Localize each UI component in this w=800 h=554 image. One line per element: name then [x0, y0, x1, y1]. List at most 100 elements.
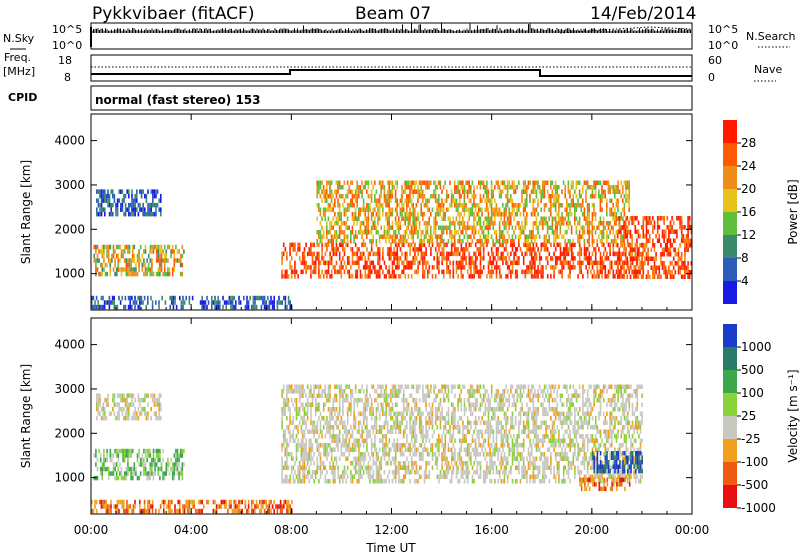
echo-cell — [479, 198, 482, 203]
echo-cell — [471, 207, 474, 212]
echo-cell — [104, 262, 107, 268]
echo-cell — [367, 212, 370, 217]
echo-cell — [131, 466, 134, 472]
echo-cell — [372, 479, 375, 484]
echo-cell — [361, 256, 363, 261]
echo-cell — [510, 274, 512, 279]
echo-cell — [322, 260, 325, 266]
echo-cell — [652, 243, 654, 248]
echo-cell — [138, 448, 140, 454]
echo-cell — [622, 251, 624, 257]
echo-cell — [147, 262, 150, 268]
echo-cell — [340, 265, 343, 270]
echo-cell — [375, 474, 378, 479]
echo-cell — [566, 212, 568, 217]
echo-cell — [615, 198, 618, 203]
echo-cell — [370, 269, 373, 275]
echo-cell — [454, 239, 456, 244]
echo-cell — [486, 274, 488, 279]
echo-cell — [375, 242, 378, 248]
echo-cell — [233, 304, 235, 310]
echo-cell — [113, 304, 115, 310]
echo-cell — [470, 198, 472, 203]
echo-cell — [506, 198, 509, 203]
echo-cell — [532, 225, 534, 230]
echo-cell — [313, 452, 315, 457]
echo-cell — [308, 429, 311, 434]
echo-cell — [617, 251, 619, 257]
echo-cell — [604, 225, 606, 230]
echo-cell — [457, 265, 459, 270]
echo-cell — [128, 448, 131, 454]
echo-cell — [131, 415, 133, 421]
echo-cell — [127, 244, 129, 250]
echo-cell — [124, 402, 127, 407]
echo-cell — [446, 225, 448, 230]
echo-cell — [380, 185, 382, 190]
echo-cell — [479, 260, 482, 266]
echo-cell — [503, 225, 506, 230]
echo-cell — [524, 274, 527, 279]
echo-cell — [321, 247, 323, 252]
echo-cell — [96, 397, 98, 403]
echo-cell — [516, 212, 518, 217]
echo-cell — [442, 269, 445, 275]
echo-cell — [346, 420, 349, 425]
echo-cell — [513, 230, 515, 235]
echo-cell — [510, 185, 512, 190]
echo-cell — [127, 295, 130, 301]
echo-cell — [556, 189, 558, 194]
echo-cell — [471, 212, 474, 217]
echo-cell — [330, 411, 333, 416]
echo-cell — [144, 411, 146, 416]
echo-cell — [335, 230, 338, 235]
echo-cell — [163, 258, 166, 263]
echo-cell — [602, 265, 605, 270]
echo-cell — [338, 411, 341, 416]
echo-cell — [458, 225, 461, 230]
echo-cell — [572, 185, 574, 190]
echo-cell — [246, 295, 248, 301]
echo-cell — [542, 225, 544, 230]
echo-cell — [342, 393, 344, 398]
echo-cell — [337, 470, 339, 475]
echo-cell — [231, 304, 234, 310]
echo-cell — [629, 256, 632, 261]
echo-cell — [361, 434, 363, 439]
echo-cell — [290, 420, 293, 425]
echo-cell — [367, 269, 370, 275]
echo-cell — [340, 452, 343, 457]
echo-cell — [335, 420, 338, 425]
echo-cell — [434, 221, 437, 226]
echo-cell — [283, 295, 285, 301]
echo-cell — [559, 251, 562, 257]
echo-cell — [460, 194, 462, 199]
echo-cell — [350, 411, 352, 416]
echo-cell — [609, 251, 611, 257]
echo-cell — [537, 269, 539, 275]
echo-cell — [486, 207, 488, 212]
echo-cell — [495, 234, 498, 239]
echo-cell — [125, 471, 128, 476]
echo-cell — [465, 256, 467, 261]
echo-cell — [401, 203, 403, 208]
echo-cell — [375, 407, 378, 412]
echo-cell — [580, 247, 583, 252]
echo-cell — [104, 406, 106, 412]
echo-cell — [153, 211, 156, 217]
echo-cell — [628, 189, 630, 194]
echo-cell — [396, 265, 399, 270]
echo-cell — [329, 393, 331, 398]
echo-cell — [311, 420, 314, 425]
echo-cell — [351, 260, 354, 266]
echo-cell — [135, 267, 137, 272]
echo-cell — [137, 393, 140, 398]
echo-cell — [583, 239, 586, 244]
echo-cell — [436, 256, 439, 261]
echo-cell — [167, 457, 169, 463]
echo-cell — [554, 256, 557, 261]
echo-cell — [449, 230, 451, 235]
echo-cell — [462, 203, 464, 208]
echo-cell — [310, 247, 312, 252]
echo-cell — [99, 471, 102, 476]
